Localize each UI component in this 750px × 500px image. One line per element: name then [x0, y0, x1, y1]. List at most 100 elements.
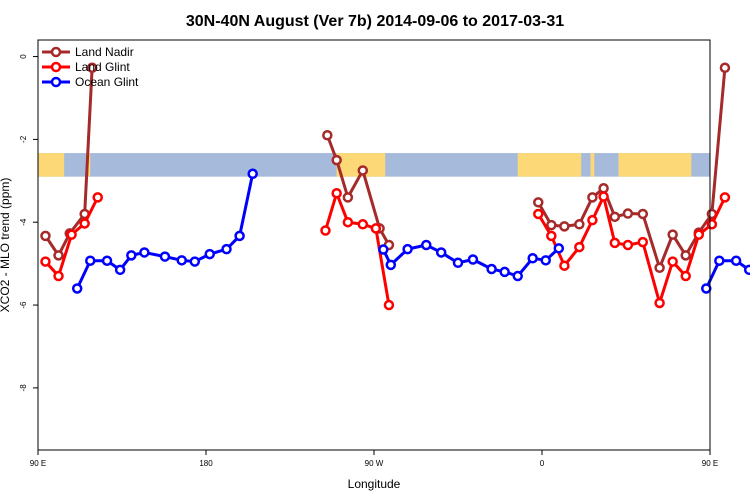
data-point-land-glint: [370, 223, 382, 234]
x-tick-label: 90 E: [30, 459, 46, 468]
map-band-land: [517, 153, 582, 177]
data-point-ocean-glint: [553, 243, 565, 254]
data-point-ocean-glint: [421, 239, 432, 251]
data-point-land-glint: [66, 229, 77, 240]
data-point-land-nadir: [622, 208, 634, 219]
data-point-land-nadir: [654, 262, 665, 274]
data-point-land-glint: [654, 297, 665, 309]
data-point-land-nadir: [598, 183, 609, 194]
legend-item-land-glint: Land Glint: [42, 60, 130, 74]
data-point-land-glint: [598, 191, 609, 202]
chart-title: 30N-40N August (Ver 7b) 2014-09-06 to 20…: [186, 13, 564, 30]
legend-label: Ocean Glint: [75, 75, 139, 89]
y-tick-label: -6: [19, 301, 28, 309]
data-point-ocean-glint: [101, 255, 113, 266]
data-point-ocean-glint: [435, 247, 447, 258]
data-point-ocean-glint: [204, 248, 215, 260]
data-point-ocean-glint: [126, 250, 137, 261]
data-point-land-glint: [92, 192, 103, 203]
map-band-land: [336, 153, 386, 177]
data-point-ocean-glint: [714, 255, 725, 266]
data-point-land-glint: [546, 230, 557, 242]
map-band-land: [88, 153, 91, 177]
data-point-land-nadir: [40, 230, 51, 242]
data-point-ocean-glint: [730, 255, 742, 266]
data-point-ocean-glint: [486, 263, 497, 275]
series-line-land-glint: [324, 191, 391, 306]
plot-frame: [37, 39, 711, 451]
data-point-land-nadir: [609, 211, 621, 223]
data-point-ocean-glint: [85, 255, 96, 266]
data-point-land-glint: [357, 219, 369, 230]
x-tick-label: 90 W: [365, 459, 384, 468]
data-point-land-nadir: [719, 62, 731, 73]
x-tick-label: 0: [540, 459, 545, 468]
data-point-ocean-glint: [114, 264, 126, 276]
data-point-ocean-glint: [234, 230, 245, 242]
data-point-land-nadir: [546, 219, 557, 231]
data-point-ocean-glint: [139, 247, 150, 258]
data-point-ocean-glint: [743, 264, 750, 276]
data-point-land-glint: [331, 187, 342, 199]
data-point-ocean-glint: [385, 259, 397, 271]
data-point-land-glint: [693, 229, 705, 240]
legend-swatch-marker: [50, 76, 62, 88]
data-point-ocean-glint: [378, 244, 389, 255]
data-point-land-glint: [559, 260, 570, 271]
series-land-nadir: [40, 62, 731, 274]
data-point-ocean-glint: [189, 256, 201, 267]
series-line-ocean-glint: [704, 259, 750, 290]
data-point-land-glint: [680, 270, 691, 282]
data-point-land-glint: [719, 192, 731, 203]
data-point-ocean-glint: [701, 283, 712, 294]
legend-item-ocean-glint: Ocean Glint: [42, 75, 139, 89]
data-point-land-nadir: [533, 197, 544, 208]
data-point-ocean-glint: [247, 168, 258, 180]
y-tick-label: -2: [19, 135, 28, 143]
data-point-land-glint: [533, 208, 544, 220]
data-point-land-glint: [667, 256, 678, 267]
data-point-land-glint: [79, 218, 90, 229]
y-tick-label: -4: [19, 218, 28, 226]
data-point-land-nadir: [667, 229, 678, 240]
data-point-ocean-glint: [467, 254, 479, 265]
data-point-land-glint: [383, 299, 395, 311]
data-point-ocean-glint: [512, 270, 523, 282]
series-line-ocean-glint: [75, 173, 255, 290]
data-point-ocean-glint: [527, 253, 538, 264]
data-point-land-glint: [53, 270, 64, 282]
series-land-glint: [40, 187, 731, 311]
map-band-land: [38, 153, 65, 177]
legend-item-land-nadir: Land Nadir: [42, 45, 134, 59]
x-axis: 90 E 180 90 W 0 90 E: [30, 450, 718, 468]
data-point-land-glint: [706, 219, 718, 230]
data-point-ocean-glint: [540, 255, 551, 266]
data-point-land-glint: [587, 214, 598, 226]
data-point-land-nadir: [342, 192, 354, 203]
data-point-ocean-glint: [159, 251, 171, 262]
data-point-ocean-glint: [176, 255, 187, 266]
data-point-land-nadir: [357, 165, 369, 176]
data-point-land-glint: [609, 237, 621, 249]
y-tick-label: -8: [19, 384, 28, 392]
data-point-ocean-glint: [452, 257, 464, 269]
data-point-land-nadir: [680, 250, 691, 261]
x-axis-label: Longitude: [348, 477, 401, 491]
legend-label: Land Glint: [75, 60, 130, 74]
map-band-land: [590, 153, 595, 177]
data-point-land-glint: [320, 225, 331, 236]
data-point-land-glint: [40, 256, 51, 267]
map-band: [38, 153, 710, 177]
y-axis-label: XCO2 - MLO trend (ppm): [0, 178, 12, 313]
data-point-land-glint: [637, 236, 649, 248]
legend-swatch-marker: [50, 46, 62, 58]
data-point-land-glint: [622, 239, 634, 251]
data-point-ocean-glint: [499, 266, 510, 278]
y-tick-label: 0: [19, 54, 28, 59]
map-band-land: [618, 153, 692, 177]
data-point-ocean-glint: [71, 283, 83, 294]
data-point-land-nadir: [637, 208, 649, 220]
x-tick-label: 180: [199, 459, 213, 468]
